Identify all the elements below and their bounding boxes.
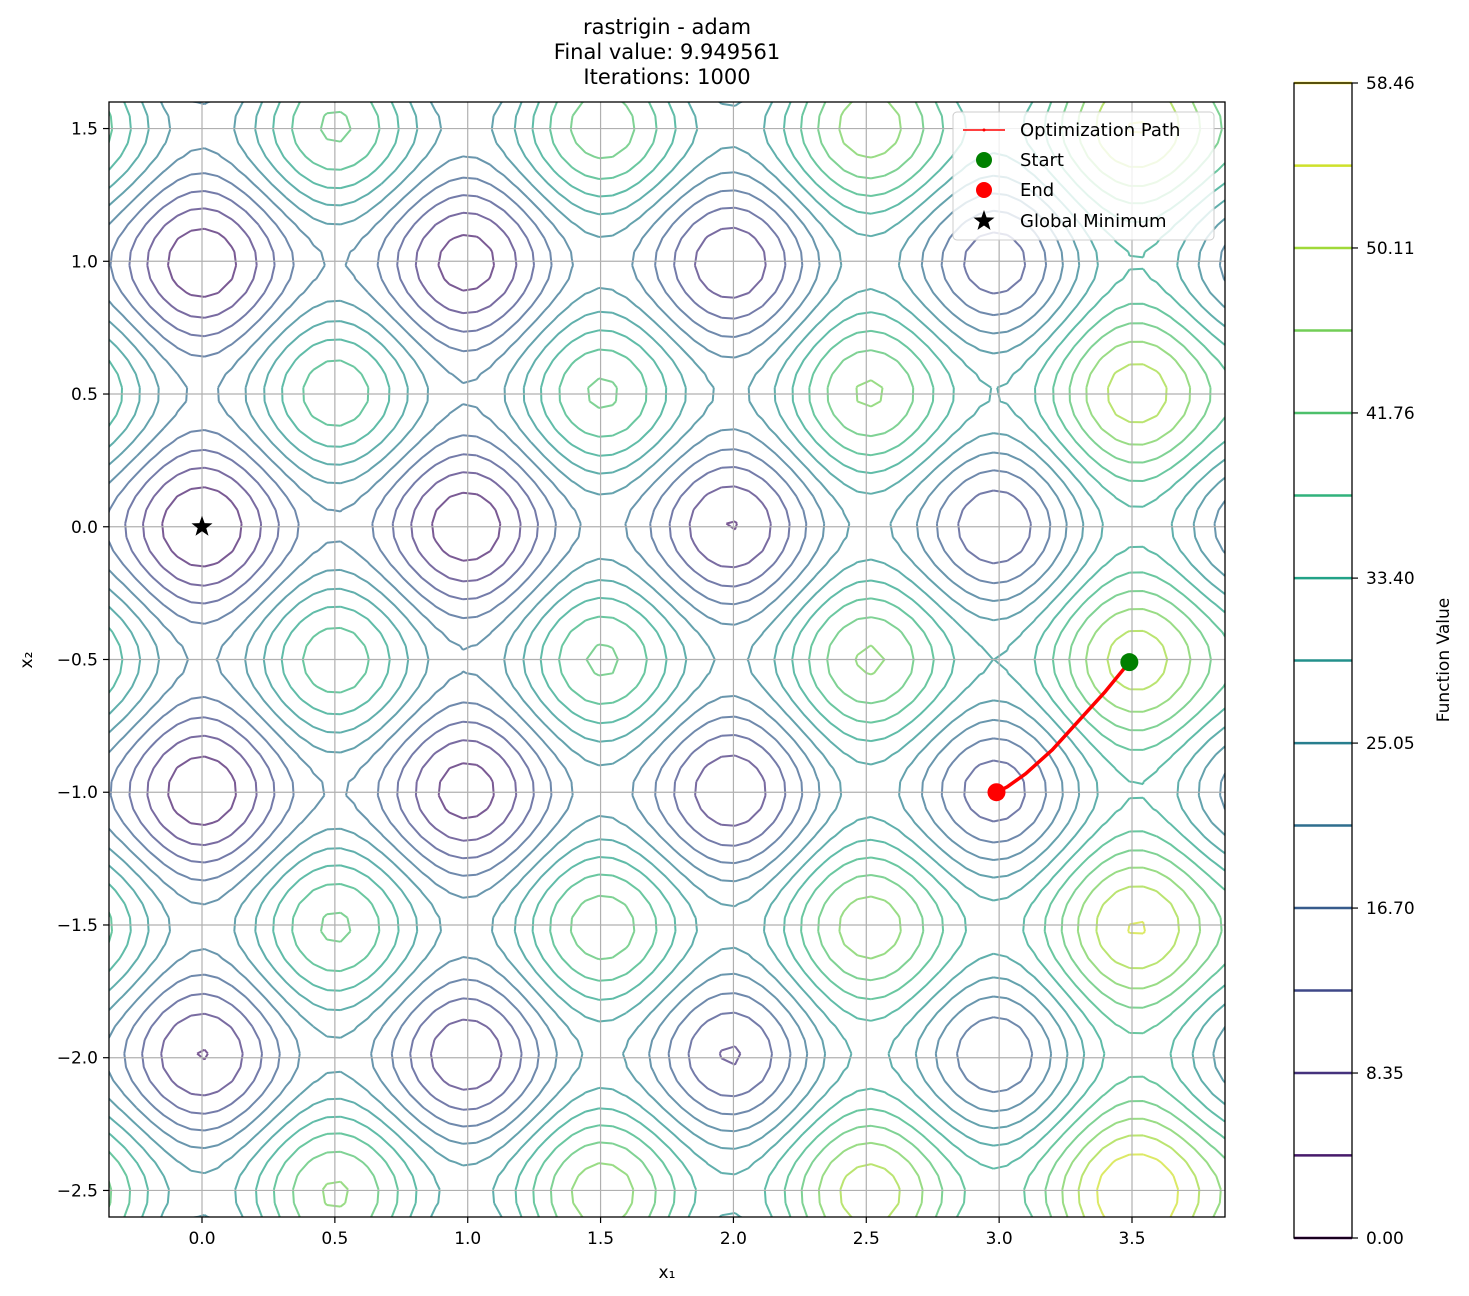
contour-level-line: [109, 102, 1225, 1217]
x-tick-label: 3.0: [986, 1229, 1013, 1249]
x-tick-label: 1.5: [587, 1229, 614, 1249]
contour-lines: [109, 102, 1225, 1217]
legend-start-label: Start: [1020, 150, 1064, 171]
colorbar-tick-label: 58.46: [1366, 74, 1415, 94]
y-tick-label: 0.0: [71, 518, 98, 538]
x-tick-label: 0.0: [188, 1229, 215, 1249]
plot-marks: [191, 515, 1139, 802]
contour-level-line: [124, 190, 1032, 1115]
x-tick-label: 3.5: [1118, 1229, 1145, 1249]
colorbar-label: Function Value: [1434, 598, 1454, 722]
colorbar-tick-label: 41.76: [1366, 404, 1415, 424]
title-line: Final value: 9.949561: [554, 40, 780, 64]
legend-minimum-label: Global Minimum: [1020, 211, 1167, 232]
colorbar-level-lines: [1294, 81, 1352, 1240]
colorbar-tick-label: 33.40: [1366, 569, 1415, 589]
start-marker: [1120, 653, 1139, 672]
y-tick-label: 0.5: [71, 385, 98, 405]
contour-level-line: [321, 102, 1222, 1217]
y-tick-label: −1.0: [57, 783, 98, 803]
global-minimum-marker: [191, 515, 213, 536]
contour-level-line: [109, 102, 1225, 1217]
y-axis-ticks: 1.5 1.0 0.5 0.0 −0.5 −1.0 −1.5 −2.0 −2.5: [57, 120, 109, 1201]
title-line: Iterations: 1000: [583, 65, 750, 89]
y-tick-label: 1.5: [71, 120, 98, 140]
y-tick-label: −2.0: [57, 1049, 98, 1069]
x-axis-ticks: 0.0 0.5 1.0 1.5 2.0 2.5 3.0 3.5: [188, 1217, 1146, 1249]
y-tick-label: −1.5: [57, 916, 98, 936]
contour-level-line: [109, 102, 1225, 1217]
contour-level-line: [109, 102, 1225, 1217]
y-tick-label: −2.5: [57, 1181, 98, 1201]
contour-level-line: [109, 102, 1225, 1150]
colorbar: 0.00 8.35 16.70 25.05 33.40 41.76 50.11 58.46 F…: [1293, 74, 1454, 1249]
legend-end-marker: [976, 182, 992, 198]
x-axis-label: x₁: [659, 1263, 676, 1283]
contour-level-line: [109, 102, 1225, 1217]
legend-end-label: End: [1020, 180, 1054, 201]
optimization-path: [994, 660, 1132, 794]
legend-path-dot: [982, 128, 986, 132]
chart-title: rastrigin - adam Final value: 9.949561 I…: [554, 15, 780, 89]
x-tick-label: 0.5: [321, 1229, 348, 1249]
x-tick-label: 2.5: [853, 1229, 880, 1249]
legend-star-marker: [973, 210, 995, 230]
legend-start-marker: [976, 152, 992, 168]
legend-path-label: Optimization Path: [1020, 120, 1180, 141]
title-line: rastrigin - adam: [583, 15, 751, 39]
colorbar-tick-label: 16.70: [1366, 899, 1415, 919]
colorbar-tick-label: 0.00: [1366, 1229, 1404, 1249]
colorbar-tick-label: 8.35: [1366, 1064, 1404, 1084]
colorbar-frame: [1293, 82, 1353, 1239]
y-tick-label: −0.5: [57, 651, 98, 671]
legend-box: [952, 111, 1215, 241]
colorbar-ticks: 0.00 8.35 16.70 25.05 33.40 41.76 50.11 58.46: [1352, 74, 1415, 1249]
contour-level-line: [1096, 120, 1180, 1217]
contour-level-line: [109, 172, 1052, 1132]
y-axis-label: x₂: [17, 652, 37, 669]
contour-level-line: [142, 207, 772, 1097]
legend: Optimization Path Start End Global Minim…: [952, 111, 1215, 241]
colorbar-tick-label: 50.11: [1366, 239, 1415, 259]
y-tick-label: 1.0: [71, 252, 98, 272]
x-tick-label: 2.0: [720, 1229, 747, 1249]
colorbar-tick-label: 25.05: [1366, 734, 1415, 754]
x-tick-label: 1.0: [454, 1229, 481, 1249]
end-marker: [987, 783, 1006, 802]
contour-level-line: [161, 227, 738, 1061]
grid-lines: [109, 102, 1225, 1217]
